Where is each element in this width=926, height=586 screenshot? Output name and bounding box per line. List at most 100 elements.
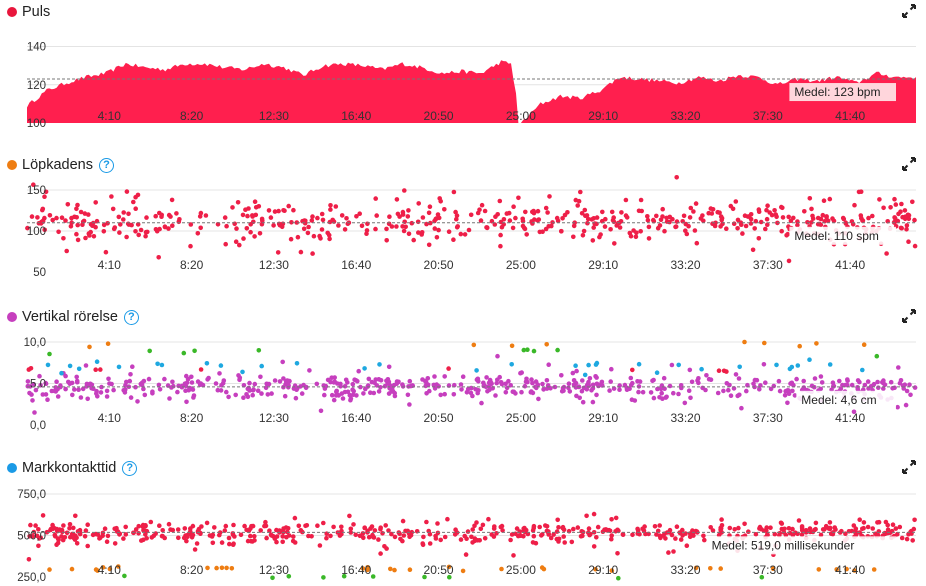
data-point (688, 395, 693, 401)
data-point (435, 521, 440, 526)
data-point (139, 382, 145, 388)
data-point (428, 220, 433, 226)
data-point (166, 521, 172, 527)
data-point (481, 383, 487, 389)
data-point (238, 532, 244, 538)
data-point (179, 384, 185, 390)
data-point (460, 568, 466, 574)
data-point (286, 533, 292, 538)
data-point (176, 535, 181, 541)
data-point (195, 231, 201, 236)
data-point (657, 523, 662, 528)
data-point (243, 207, 248, 212)
panel-title: Löpkadens (22, 157, 93, 173)
data-point (121, 217, 126, 222)
help-icon[interactable]: ? (98, 157, 114, 173)
expand-icon[interactable] (902, 4, 916, 18)
data-point (392, 534, 398, 540)
data-point (258, 374, 263, 380)
data-point (617, 225, 623, 230)
data-point (728, 393, 734, 398)
data-point (141, 527, 146, 533)
data-point (420, 215, 426, 220)
data-point (298, 528, 304, 533)
data-point (849, 382, 855, 388)
markkontakttid-chart: 250,0 500,0 750,0 4:10 8:20 12:30 16:40 20:50 25… (17, 489, 917, 584)
data-point (851, 409, 857, 415)
data-point (212, 525, 217, 530)
x-tick-label: 16:40 (341, 563, 371, 577)
data-point (476, 379, 481, 384)
data-point (43, 189, 49, 195)
help-icon[interactable]: ? (123, 309, 139, 325)
panel-lopkadens: Löpkadens ? 50 100 150 4:10 8:20 12:30 16:40 20… (0, 154, 926, 279)
data-point (506, 378, 511, 384)
data-point (248, 229, 253, 235)
x-tick-label: 29:10 (588, 258, 618, 272)
data-point (402, 219, 408, 225)
data-point (853, 526, 859, 531)
data-point (569, 539, 575, 545)
data-point (580, 533, 585, 539)
data-point (368, 390, 373, 395)
data-point (731, 221, 737, 226)
data-point (535, 382, 541, 387)
data-point (742, 339, 747, 345)
data-point (623, 197, 629, 203)
expand-icon[interactable] (902, 460, 916, 474)
data-point (295, 234, 301, 240)
y-tick-label: 0,0 (30, 420, 46, 431)
data-point (764, 207, 769, 213)
data-point (59, 527, 65, 533)
data-point (744, 388, 749, 394)
data-point (67, 381, 73, 386)
x-tick-label: 20:50 (424, 563, 454, 577)
data-point (533, 540, 539, 546)
data-point (616, 575, 621, 581)
help-icon[interactable]: ? (122, 460, 138, 476)
data-point (651, 377, 656, 383)
data-point (751, 381, 756, 387)
data-point (809, 206, 814, 212)
lopkadens-chart: 50 100 150 4:10 8:20 12:30 16:40 20:50 25:00 29:1… (25, 175, 918, 279)
data-point (904, 227, 909, 232)
data-point (770, 566, 776, 571)
data-point (436, 384, 442, 389)
data-point (877, 197, 882, 202)
data-point (420, 541, 426, 546)
data-point (895, 531, 900, 537)
data-point (244, 226, 250, 231)
data-point (684, 543, 690, 548)
data-point (531, 533, 537, 539)
data-point (189, 374, 194, 380)
data-point (728, 203, 734, 209)
data-point (681, 213, 687, 219)
data-point (67, 363, 73, 369)
data-point (153, 213, 158, 219)
data-point (149, 535, 155, 540)
data-point (426, 242, 432, 248)
data-point (306, 533, 311, 539)
vertikal-rorelse-chart: 0,0 5,0 10,0 4:10 8:20 12:30 16:40 20:50 25:00 29… (24, 337, 918, 431)
data-point (596, 383, 601, 389)
data-point (230, 205, 235, 210)
data-point (772, 208, 777, 213)
data-point (530, 221, 535, 226)
data-point (855, 378, 861, 383)
y-tick-label: 5,0 (30, 379, 46, 391)
data-point (910, 538, 915, 543)
expand-icon[interactable] (902, 157, 916, 171)
data-point (827, 196, 833, 202)
data-point (325, 377, 331, 383)
data-point (893, 526, 899, 531)
data-point (488, 380, 494, 385)
data-point (187, 529, 193, 534)
data-point (574, 393, 579, 399)
data-point (384, 238, 390, 243)
data-point (310, 214, 315, 219)
expand-icon[interactable] (902, 309, 916, 323)
data-point (912, 217, 917, 223)
data-point (44, 529, 50, 535)
data-point (686, 388, 692, 393)
data-point (693, 565, 699, 571)
